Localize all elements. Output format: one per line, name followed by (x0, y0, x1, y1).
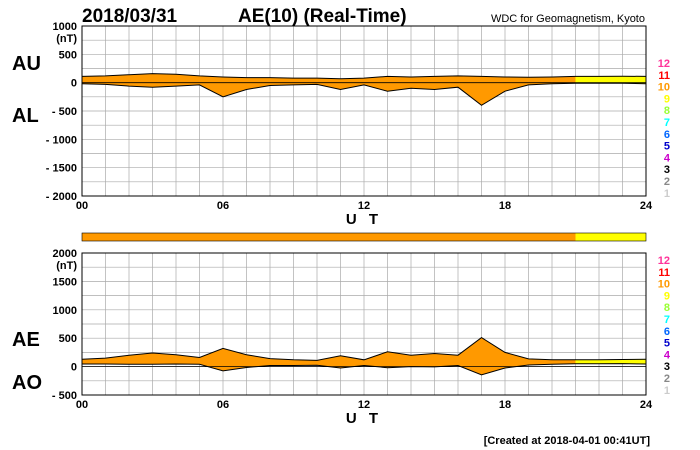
credit-label: WDC for Geomagnetism, Kyoto (491, 13, 645, 25)
legend-entry: 11 (658, 267, 670, 279)
legend-entry: 7 (664, 314, 670, 326)
y-tick-label: - 2000 (46, 191, 77, 203)
series-line-al (81, 82, 647, 106)
y-tick-label: 500 (59, 333, 77, 345)
ao-label: AO (12, 372, 42, 394)
plot-frame (81, 252, 647, 396)
x-tick-label: 18 (499, 200, 511, 212)
created-timestamp: [Created at 2018-04-01 00:41UT] (484, 435, 651, 447)
x-tick-label: 06 (217, 200, 229, 212)
legend-entry: 10 (658, 279, 670, 291)
legend-entry: 5 (664, 338, 670, 350)
x-tick-label: 24 (640, 200, 653, 212)
legend-entry: 9 (664, 290, 670, 302)
area-fill-recent (575, 359, 646, 364)
legend-entry: 7 (664, 117, 670, 129)
legend-entry: 2 (664, 176, 670, 188)
y-tick-label: 1000 (53, 305, 77, 317)
legend-entry: 12 (658, 255, 670, 267)
unit-label: (nT) (56, 33, 77, 45)
y-tick-label: - 500 (52, 390, 77, 402)
legend-entry: 2 (664, 373, 670, 385)
area-fill-main (82, 73, 576, 106)
legend-entry: 12 (658, 58, 670, 70)
index-title: AE(10) (Real-Time) (238, 6, 407, 27)
y-tick-label: 2000 (53, 248, 77, 260)
status-bar-recent (575, 233, 646, 241)
y-tick-label: - 1500 (46, 163, 77, 175)
legend-entry: 4 (664, 349, 671, 361)
legend-entry: 3 (664, 361, 670, 373)
legend-entry: 6 (664, 326, 670, 338)
y-tick-label: 0 (71, 362, 77, 374)
au-label: AU (12, 53, 41, 75)
legend-entry: 1 (664, 188, 670, 200)
y-tick-label: 1500 (53, 276, 77, 288)
series-line-ae (81, 336, 647, 361)
data-status-bar (81, 232, 647, 242)
y-tick-label: 0 (71, 78, 77, 90)
area-fill-recent (575, 76, 646, 84)
legend-entry: 11 (658, 70, 670, 82)
al-label: AL (12, 105, 39, 127)
ae-ao-panel: 2000 1500 1000 500 0 - 500 (nT) 00 06 12 18 24 U T (52, 248, 653, 427)
au-al-panel: 1000 500 0 - 500 - 1000 - 1500 - 2000 (nT) 00 06 1… (46, 21, 653, 228)
legend-entry: 5 (664, 141, 670, 153)
x-tick-label: 12 (358, 399, 370, 411)
legend-entry: 10 (658, 82, 670, 94)
x-axis-label: U T (346, 410, 382, 427)
legend-entry: 1 (664, 385, 670, 397)
x-tick-label: 24 (640, 399, 653, 411)
legend-entry: 3 (664, 164, 670, 176)
unit-label: (nT) (56, 260, 77, 272)
y-tick-label: - 1000 (46, 134, 77, 146)
status-bar-main (82, 233, 576, 241)
x-tick-label: 00 (76, 399, 88, 411)
y-tick-label: - 500 (52, 106, 77, 118)
legend-entry: 6 (664, 129, 670, 141)
plot-frame (81, 25, 647, 197)
legend-entry: 4 (664, 152, 671, 164)
legend-entry: 8 (664, 105, 670, 117)
y-tick-label: 500 (59, 49, 77, 61)
x-tick-label: 00 (76, 200, 88, 212)
ae-label: AE (12, 329, 40, 351)
status-bar-frame (81, 232, 647, 242)
x-tick-label: 06 (217, 399, 229, 411)
x-tick-label: 12 (358, 200, 370, 212)
series-line-au (81, 73, 647, 80)
y-tick-label: 1000 (53, 21, 77, 33)
date-title: 2018/03/31 (82, 6, 178, 27)
legend-entry: 9 (664, 93, 670, 105)
series-line-ao (82, 363, 647, 376)
x-axis-label: U T (346, 211, 382, 228)
legend-entry: 8 (664, 302, 670, 314)
x-tick-label: 18 (499, 399, 511, 411)
